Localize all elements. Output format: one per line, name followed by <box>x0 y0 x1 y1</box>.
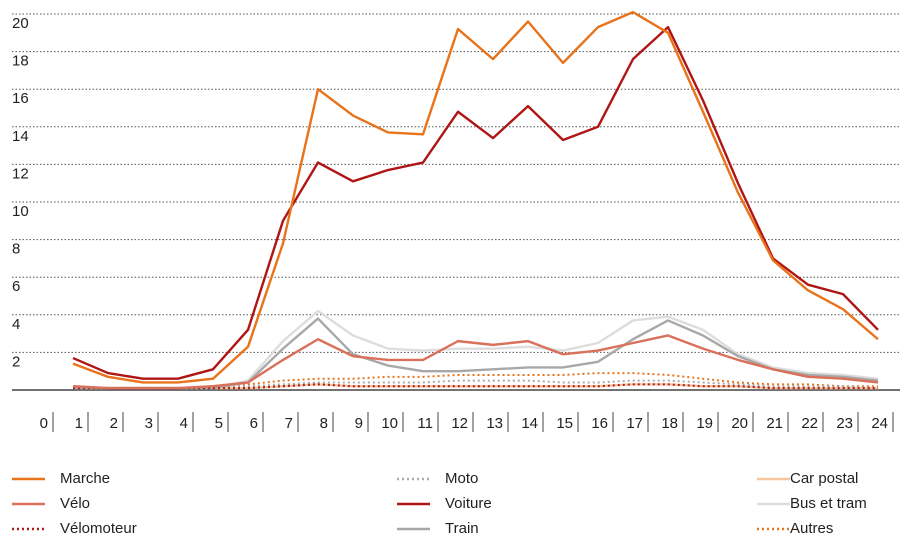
series-line <box>72 10 879 384</box>
legend-label: Autres <box>790 520 833 537</box>
legend-label: Train <box>445 520 479 537</box>
y-tick-label: 18 <box>12 53 29 70</box>
x-tick-label: 18 <box>661 415 678 432</box>
y-tick-label: 8 <box>12 241 20 258</box>
x-tick-label: 16 <box>591 415 608 432</box>
x-tick-label: 21 <box>766 415 783 432</box>
x-tick-label: 1 <box>75 415 83 432</box>
x-tick-label: 5 <box>215 415 223 432</box>
y-tick-label: 14 <box>12 128 29 145</box>
y-tick-label: 12 <box>12 165 29 182</box>
series-line <box>73 317 879 390</box>
x-tick-label: 22 <box>801 415 818 432</box>
x-tick-label: 23 <box>836 415 853 432</box>
series-line <box>73 383 878 390</box>
y-tick-label: 10 <box>12 203 29 220</box>
x-tick-label: 12 <box>451 415 468 432</box>
legend-label: Vélo <box>60 495 90 512</box>
x-tick-label: 15 <box>556 415 573 432</box>
y-tick-label: 16 <box>12 90 29 107</box>
x-tick-label: 8 <box>320 415 328 432</box>
x-tick-label: 4 <box>180 415 188 432</box>
series-line <box>72 309 879 390</box>
x-tick-label: 19 <box>696 415 713 432</box>
y-tick-label: 2 <box>12 353 20 370</box>
x-tick-label: 13 <box>486 415 503 432</box>
x-tick-label: 24 <box>871 415 888 432</box>
series-line <box>72 25 879 380</box>
legend-label: Vélomoteur <box>60 520 137 537</box>
x-tick-label: 20 <box>731 415 748 432</box>
legend-label: Voiture <box>445 495 492 512</box>
series-line <box>72 334 879 390</box>
x-tick-label: 2 <box>110 415 118 432</box>
x-tick-label: 14 <box>521 415 538 432</box>
x-tick-label: 17 <box>626 415 643 432</box>
x-tick-label: 3 <box>145 415 153 432</box>
x-tick-label: 6 <box>250 415 258 432</box>
legend-label: Bus et tram <box>790 495 867 512</box>
x-tick-label: 0 <box>40 415 48 432</box>
series-line <box>73 379 879 390</box>
x-tick-label: 11 <box>417 415 433 432</box>
legend-label: Moto <box>445 470 478 487</box>
y-tick-label: 6 <box>12 278 20 295</box>
legend-label: Car postal <box>790 470 858 487</box>
y-tick-label: 4 <box>12 316 20 333</box>
legend-label: Marche <box>60 470 110 487</box>
x-tick-label: 10 <box>381 415 398 432</box>
x-tick-label: 9 <box>355 415 363 432</box>
x-tick-label: 7 <box>285 415 293 432</box>
series-line <box>72 372 878 390</box>
y-tick-label: 20 <box>12 15 29 32</box>
